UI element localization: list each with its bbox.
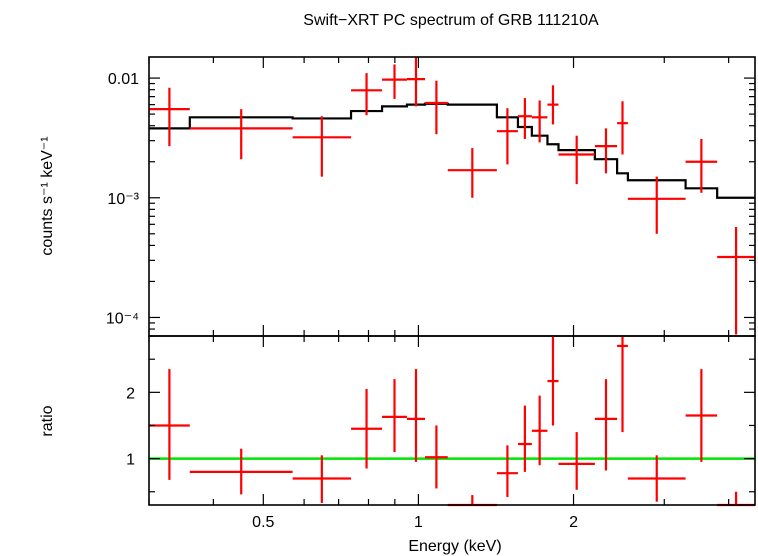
ratio-y-axis-label: ratio	[39, 405, 56, 436]
x-tick-label: 0.5	[252, 514, 274, 531]
ratio-frame	[148, 335, 756, 506]
ratio-y-tick-label: 2	[126, 385, 135, 402]
x-tick-label: 1	[414, 514, 423, 531]
spectrum-panel: 0.01 10⁻³ 10⁻⁴	[106, 56, 756, 337]
spectrum-y-tick-label: 10⁻⁴	[106, 310, 139, 327]
spectrum-y-axis-label: counts s⁻¹ keV⁻¹	[39, 136, 56, 255]
ratio-y-tick-label: 1	[126, 452, 135, 469]
ratio-panel: 0.5 1 2 1 2	[126, 335, 756, 531]
spectrum-y-tick-label: 10⁻³	[107, 191, 139, 208]
x-tick-label: 2	[569, 514, 578, 531]
x-axis-label: Energy (keV)	[408, 538, 501, 555]
model-layer	[149, 102, 755, 199]
ratio-data-layer	[149, 336, 755, 507]
model-step-line	[149, 102, 755, 199]
spectrum-y-tick-label: 0.01	[108, 71, 139, 88]
spectrum-axes: 0.01 10⁻³ 10⁻⁴	[106, 57, 755, 337]
data-layer	[149, 57, 755, 335]
spectrum-frame	[148, 56, 756, 337]
ratio-axes: 0.5 1 2 1 2	[126, 336, 755, 531]
chart-title: Swift−XRT PC spectrum of GRB 111210A	[303, 12, 599, 29]
